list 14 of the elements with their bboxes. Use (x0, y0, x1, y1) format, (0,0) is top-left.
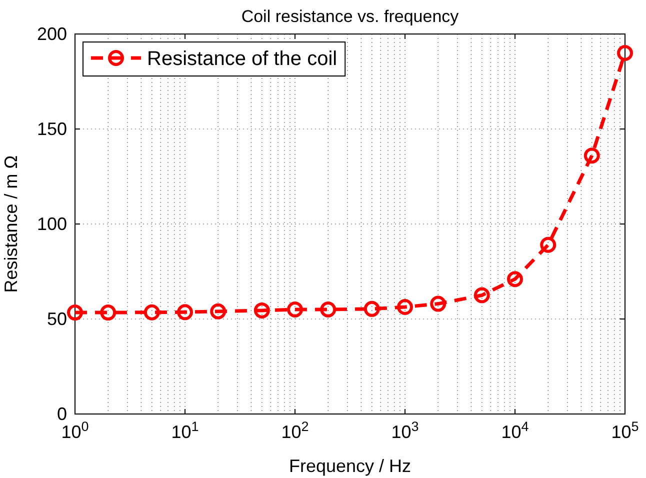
x-tick-label: 10$^{1}$ (171, 418, 199, 442)
y-axis-title: Resistance / m Ω (1, 155, 21, 293)
x-tick-label: 10$^{2}$ (281, 418, 309, 442)
y-tick-label: 200 (36, 24, 67, 44)
chart-title: Coil resistance vs. frequency (241, 7, 460, 26)
x-axis-title: Frequency / Hz (288, 456, 412, 476)
x-tick-label: 10$^{5}$ (611, 418, 639, 442)
x-tick-label: 10$^{3}$ (391, 418, 419, 442)
legend-label: Resistance of the coil (147, 48, 338, 70)
y-tick-label: 150 (36, 118, 67, 139)
y-tick-label: 100 (36, 214, 67, 234)
x-tick-label: 10$^{4}$ (501, 418, 530, 442)
y-tick-label: 50 (46, 308, 67, 329)
y-tick-label: 0 (56, 404, 67, 424)
